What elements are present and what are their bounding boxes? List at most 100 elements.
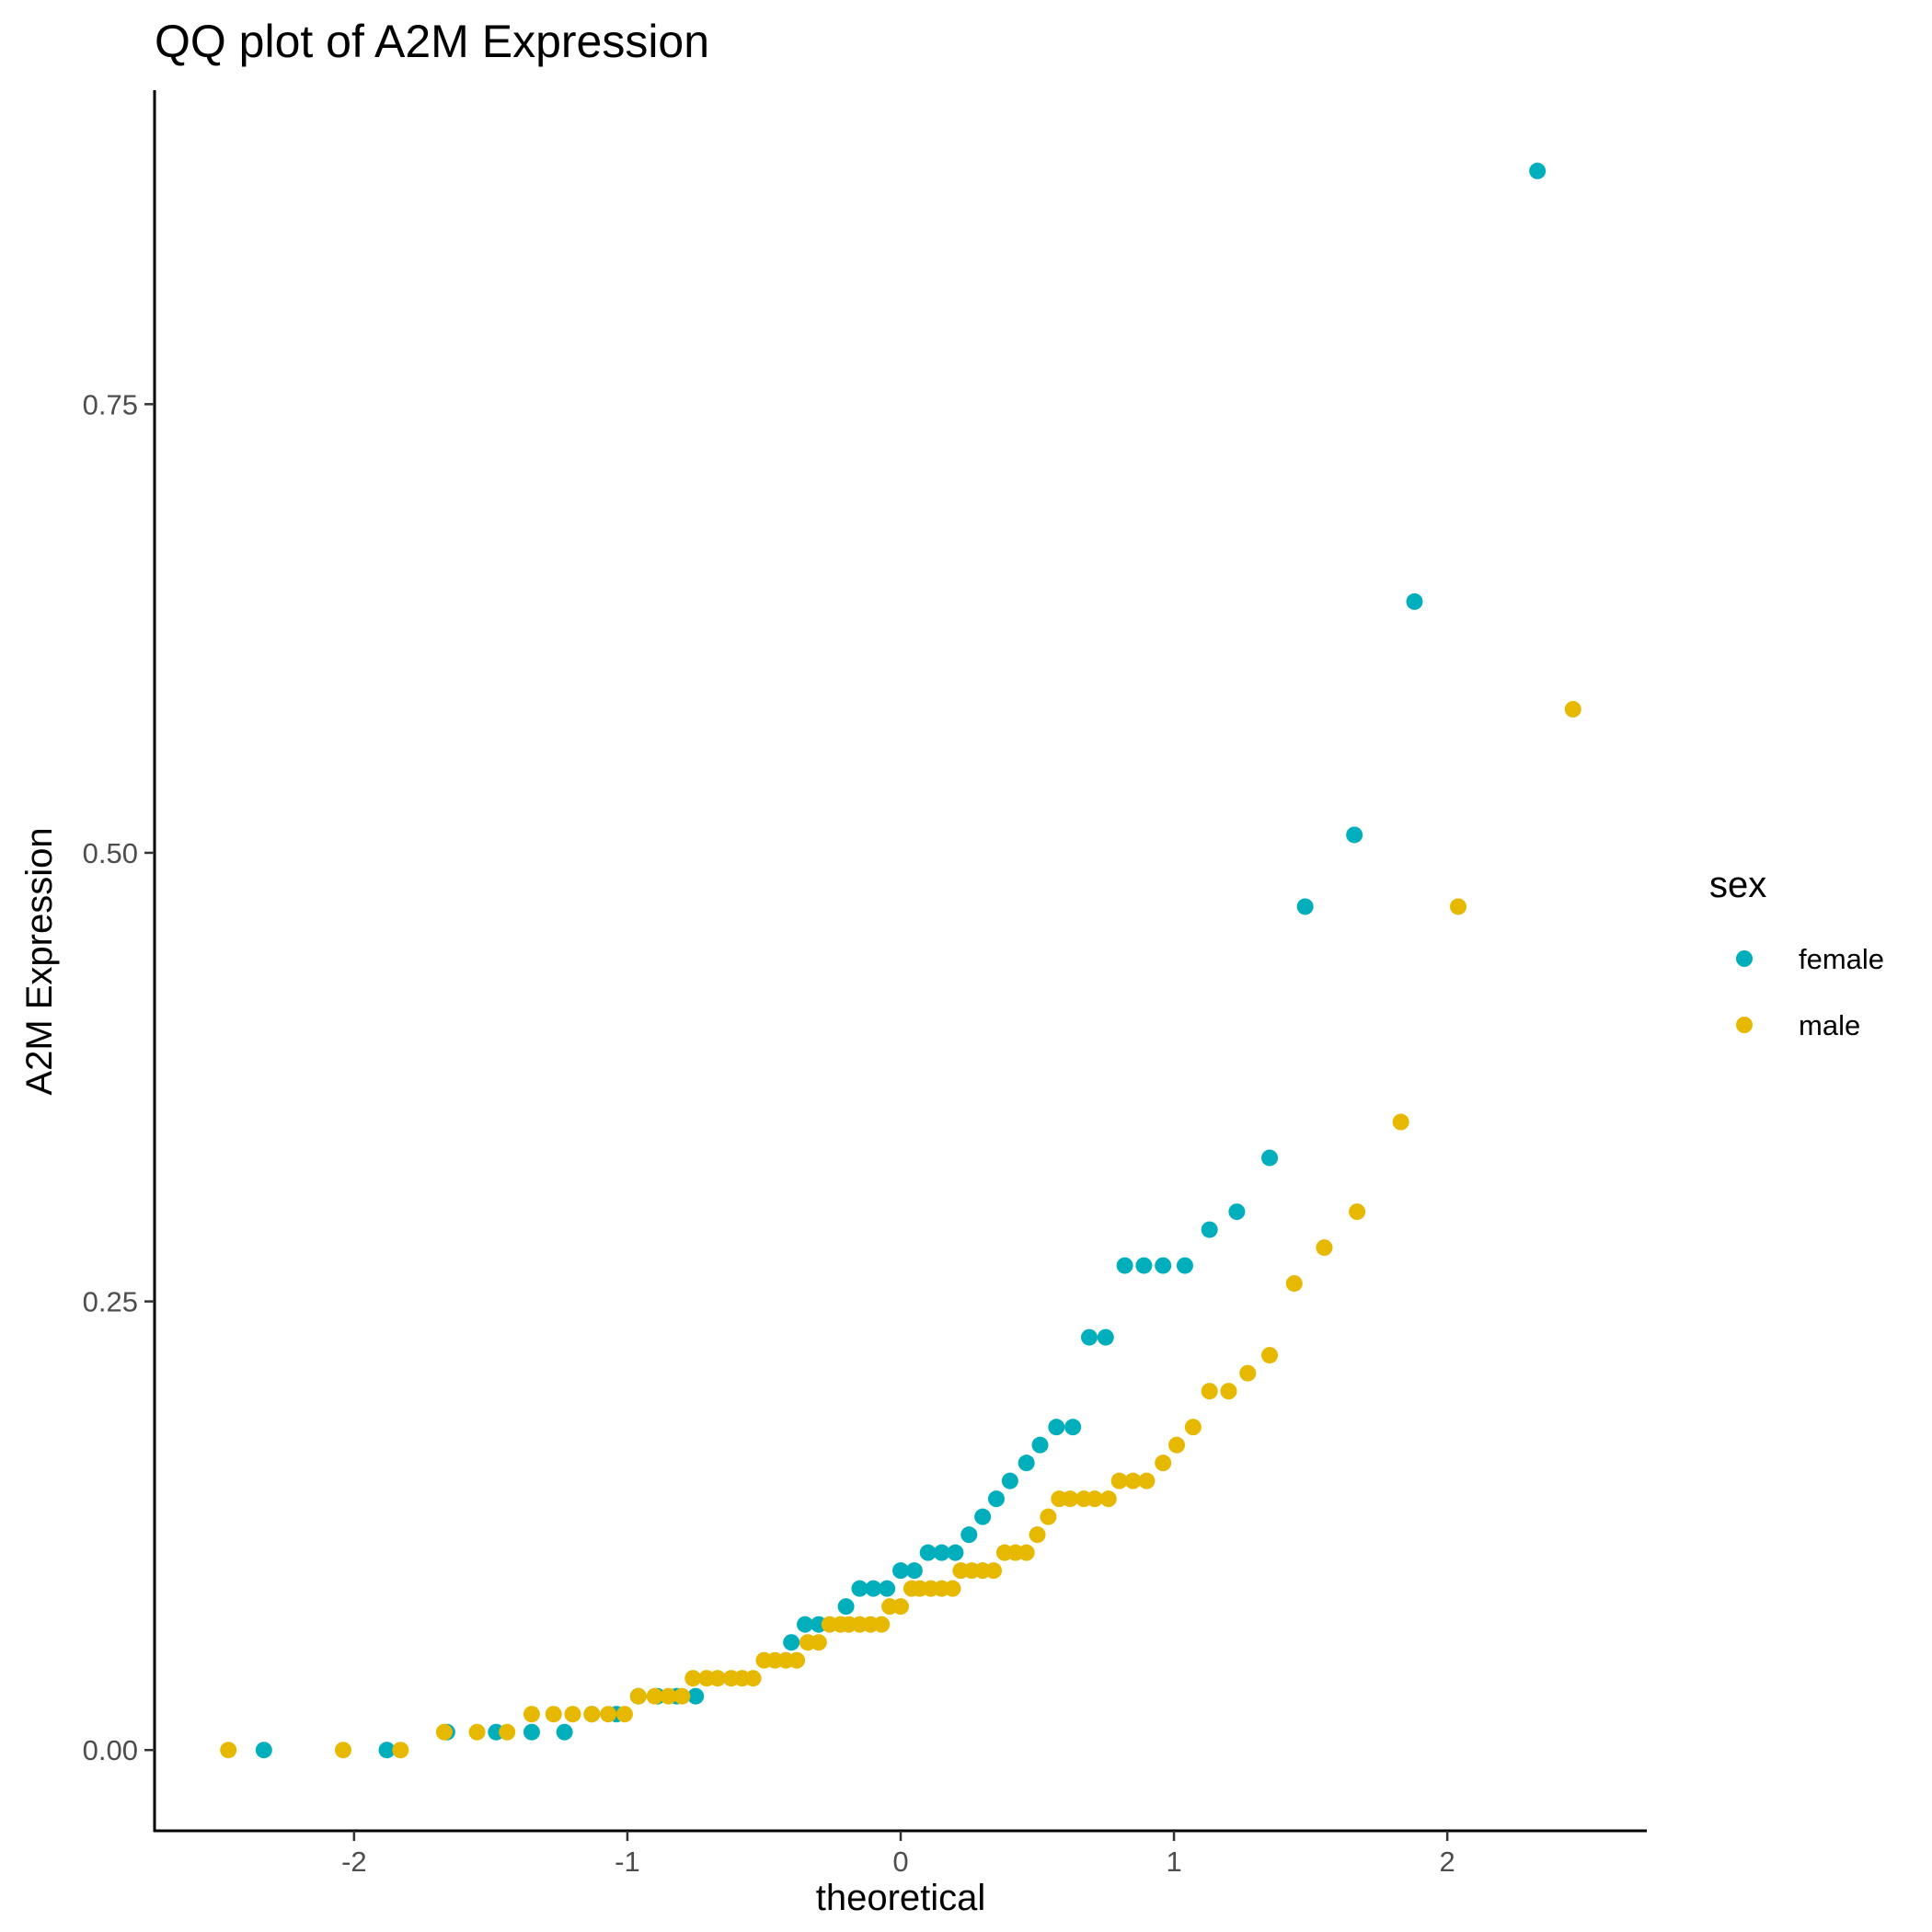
data-point-male xyxy=(673,1687,691,1705)
data-point-female xyxy=(1031,1436,1049,1454)
x-tick-label: -1 xyxy=(615,1846,640,1878)
legend-items: female male xyxy=(1736,943,1884,1041)
data-point-male xyxy=(1086,1490,1103,1508)
data-point-female xyxy=(1001,1472,1018,1489)
legend: sex female male xyxy=(1709,865,1884,1041)
x-tick-label: -2 xyxy=(341,1846,367,1878)
data-point-female xyxy=(974,1508,992,1525)
legend-title: sex xyxy=(1709,865,1766,905)
data-point-male xyxy=(1239,1364,1257,1382)
legend-key-male xyxy=(1736,1017,1753,1033)
data-point-male xyxy=(708,1670,726,1687)
data-point-male xyxy=(744,1670,762,1687)
data-point-male xyxy=(1316,1239,1333,1257)
data-point-female xyxy=(687,1687,705,1705)
data-point-male xyxy=(523,1706,540,1723)
data-point-female xyxy=(933,1544,950,1561)
series-male xyxy=(220,700,1581,1759)
data-point-female xyxy=(1261,1149,1279,1167)
data-point-male xyxy=(1168,1436,1186,1454)
x-tick-label: 1 xyxy=(1166,1846,1181,1878)
data-point-male xyxy=(392,1742,409,1759)
data-point-male xyxy=(435,1723,453,1741)
data-point-male xyxy=(873,1616,891,1633)
data-point-male xyxy=(1099,1490,1117,1508)
data-point-female xyxy=(865,1580,882,1597)
legend-label-female: female xyxy=(1799,943,1884,975)
data-point-male xyxy=(1138,1472,1156,1489)
data-point-female xyxy=(797,1616,814,1633)
data-point-male xyxy=(1564,700,1581,718)
data-point-male xyxy=(892,1598,909,1616)
data-point-female xyxy=(892,1562,909,1580)
data-point-male xyxy=(615,1706,633,1723)
y-tick-label: 0.25 xyxy=(83,1286,138,1318)
data-point-female xyxy=(919,1544,937,1561)
data-point-male xyxy=(564,1706,581,1723)
data-point-female xyxy=(1176,1257,1193,1274)
data-point-male xyxy=(1040,1508,1057,1525)
data-point-female xyxy=(1048,1419,1065,1436)
legend-key-female xyxy=(1736,950,1753,967)
legend-item-male: male xyxy=(1736,1009,1860,1041)
data-point-female xyxy=(1296,898,1314,915)
data-point-male xyxy=(1184,1419,1202,1436)
data-point-male xyxy=(788,1651,806,1669)
data-point-male xyxy=(629,1687,647,1705)
data-point-male xyxy=(1018,1544,1035,1561)
data-point-female xyxy=(1155,1257,1172,1274)
data-point-female xyxy=(523,1723,540,1741)
data-point-male xyxy=(1124,1472,1142,1489)
data-point-male xyxy=(1220,1383,1237,1400)
data-point-male xyxy=(985,1562,1003,1580)
data-point-male xyxy=(499,1723,516,1741)
x-axis-ticks: -2 -1 0 1 2 xyxy=(341,1831,1455,1878)
chart-title: QQ plot of A2M Expression xyxy=(155,16,709,67)
data-point-male xyxy=(583,1706,601,1723)
data-point-female xyxy=(879,1580,896,1597)
data-point-female xyxy=(556,1723,573,1741)
data-point-male xyxy=(1285,1275,1303,1293)
data-point-female xyxy=(1529,162,1547,179)
legend-item-female: female xyxy=(1736,943,1884,975)
data-point-female xyxy=(378,1742,396,1759)
data-point-male xyxy=(545,1706,562,1723)
data-point-female xyxy=(1080,1328,1098,1346)
data-point-male xyxy=(1392,1113,1409,1131)
data-point-male xyxy=(1349,1203,1366,1221)
data-point-male xyxy=(1062,1490,1079,1508)
data-point-female xyxy=(851,1580,868,1597)
data-point-male xyxy=(220,1742,237,1759)
data-point-female xyxy=(255,1742,272,1759)
data-point-male xyxy=(1110,1472,1128,1489)
y-axis-ticks: 0.00 0.25 0.50 0.75 xyxy=(83,388,155,1766)
data-point-female xyxy=(1201,1221,1218,1238)
data-point-male xyxy=(1450,898,1467,915)
data-point-female xyxy=(905,1562,923,1580)
data-point-male xyxy=(944,1580,961,1597)
data-point-female xyxy=(960,1526,978,1544)
data-point-male xyxy=(810,1634,827,1651)
data-point-male xyxy=(684,1670,702,1687)
data-point-male xyxy=(600,1706,617,1723)
data-point-female xyxy=(1064,1419,1082,1436)
data-point-male xyxy=(468,1723,486,1741)
x-axis-title: theoretical xyxy=(816,1878,986,1918)
x-tick-label: 2 xyxy=(1440,1846,1455,1878)
data-point-female xyxy=(1406,592,1423,610)
data-point-female xyxy=(947,1544,964,1561)
data-point-female xyxy=(1097,1328,1114,1346)
data-point-female xyxy=(837,1598,855,1616)
data-point-female xyxy=(1135,1257,1153,1274)
data-point-female xyxy=(1018,1455,1035,1472)
data-point-male xyxy=(1155,1455,1172,1472)
y-axis-title: A2M Expression xyxy=(19,827,60,1095)
data-point-female xyxy=(1228,1203,1246,1221)
y-tick-label: 0.50 xyxy=(83,837,138,869)
y-tick-label: 0.00 xyxy=(83,1734,138,1766)
data-point-male xyxy=(334,1742,351,1759)
legend-label-male: male xyxy=(1799,1009,1860,1041)
data-point-female xyxy=(987,1490,1005,1508)
y-tick-label: 0.75 xyxy=(83,388,138,420)
